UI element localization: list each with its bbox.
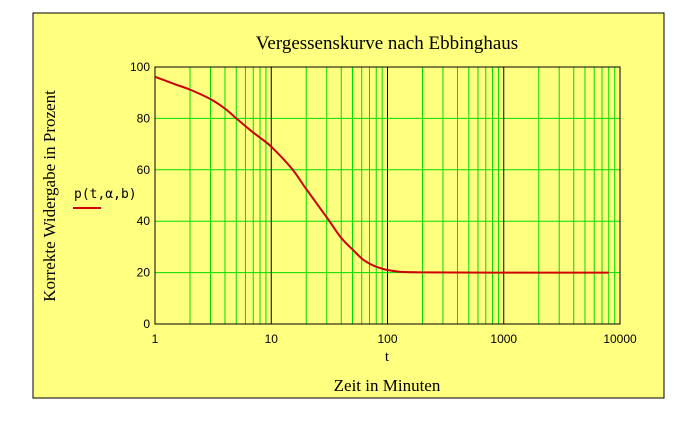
plot-frame <box>154 66 621 325</box>
chart-title: Vergessenskurve nach Ebbinghaus <box>256 33 518 54</box>
x-tick-label: 1000 <box>490 332 517 346</box>
y-tick-label: 60 <box>137 163 151 177</box>
x-tick-label: 10 <box>265 332 279 346</box>
y-tick-label: 40 <box>137 214 151 228</box>
y-tick-label: 20 <box>137 266 151 280</box>
legend: p(t,α,b) <box>73 187 137 209</box>
x-tick-label: 10000 <box>603 332 637 346</box>
x-tick-label: 100 <box>377 332 397 346</box>
y-tick-label: 80 <box>137 111 151 125</box>
y-axis-label: Korrekte Widergabe in Prozent <box>40 90 59 302</box>
legend-label: p(t,α,b) <box>74 187 137 202</box>
series-line <box>154 75 609 274</box>
y-tick-label: 0 <box>143 317 150 331</box>
x-axis-label: Zeit in Minuten <box>334 376 441 395</box>
x-tick-label: 1 <box>152 332 159 346</box>
x-axis-variable-label: t <box>385 349 390 365</box>
plot-area: 1 10 100 1000 10000 0 20 40 60 80 100 <box>130 60 637 346</box>
y-tick-label: 100 <box>130 60 150 74</box>
